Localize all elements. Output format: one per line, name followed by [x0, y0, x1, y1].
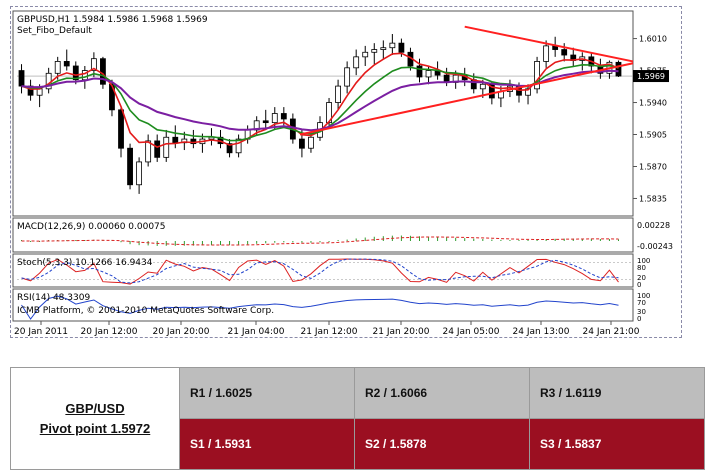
template-label: Set_Fibo_Default — [17, 26, 92, 36]
candle-body — [235, 138, 242, 154]
candle-body — [353, 56, 360, 69]
candle-body — [262, 120, 269, 124]
rsi-line — [21, 295, 619, 320]
current-price-box — [633, 70, 669, 83]
current-price-label: 1.5969 — [637, 72, 665, 81]
price-tick-label: 1.5905 — [639, 131, 667, 140]
candle-body — [172, 136, 179, 144]
candle-body — [479, 83, 486, 90]
candle-body — [380, 47, 387, 50]
candle-body — [54, 61, 61, 74]
pair-label: GBP/USD — [65, 400, 125, 416]
rsi-tick-label: 100 — [637, 292, 650, 300]
chart-frame: 1.60101.59751.59401.59051.58701.58351.59… — [10, 6, 682, 338]
candle-body — [425, 70, 432, 78]
pivot-point-label: Pivot point 1.5972 — [39, 420, 151, 436]
time-tick-label: 20 Jan 2011 — [14, 327, 68, 337]
candle-body — [163, 136, 170, 158]
candle-body — [561, 49, 568, 56]
main-pane — [12, 10, 634, 217]
time-tick-label: 21 Jan 04:00 — [228, 327, 285, 337]
lower-trendline — [299, 62, 634, 136]
moving-averages — [21, 25, 634, 148]
candle-body — [308, 136, 314, 149]
stoch-tick-label: 80 — [637, 264, 646, 272]
candle-body — [398, 42, 405, 53]
price-tick-label: 1.6010 — [639, 35, 667, 44]
candle-body — [371, 49, 378, 53]
time-tick-label: 24 Jan 05:00 — [443, 327, 500, 337]
price-tick-label: 1.5940 — [639, 99, 667, 108]
candle-body — [63, 61, 70, 67]
macd-signal-line — [21, 236, 619, 246]
r3-cell: R3 / 1.6119 — [529, 367, 705, 419]
candle-body — [299, 138, 305, 149]
price-tick-label: 1.5870 — [639, 162, 667, 171]
time-tick-label: 21 Jan 12:00 — [301, 327, 358, 337]
symbol-label: GBPUSD,H1 1.5984 1.5986 1.5968 1.5969 — [17, 15, 208, 25]
candle-body — [118, 109, 124, 149]
stoch-tick-label: 100 — [637, 257, 650, 265]
stoch-label: Stoch(5,3,3) 10.1266 16.9434 — [17, 258, 153, 268]
candle-body — [145, 140, 152, 163]
candle-body — [543, 45, 550, 62]
time-tick-label: 20 Jan 20:00 — [153, 327, 210, 337]
s2-cell: S2 / 1.5878 — [354, 418, 530, 470]
r2-cell: R2 / 1.6066 — [354, 367, 530, 419]
candle-body — [362, 51, 369, 58]
candle-body — [389, 42, 396, 49]
candle-body — [127, 147, 133, 186]
r1-cell: R1 / 1.6025 — [179, 367, 355, 419]
rsi-tick-label: 30 — [637, 308, 646, 316]
rsi-tick-label: 70 — [637, 299, 646, 307]
macd-tick-label: 0.00228 — [637, 221, 670, 230]
stoch-k-line — [21, 258, 619, 285]
s3-cell: S3 / 1.5837 — [529, 418, 705, 470]
stoch-d-line — [21, 258, 619, 284]
price-tick-label: 1.5835 — [639, 194, 667, 203]
candle-body — [615, 61, 622, 77]
time-tick-label: 24 Jan 13:00 — [513, 327, 570, 337]
upper-trendline — [464, 25, 634, 63]
candle-body — [136, 161, 143, 186]
pivot-table: GBP/USD Pivot point 1.5972 R1 / 1.6025 R… — [10, 367, 705, 470]
candle-body — [154, 140, 161, 158]
price-chart: 1.60101.59751.59401.59051.58701.58351.59… — [12, 10, 673, 337]
pivot-title-cell: GBP/USD Pivot point 1.5972 — [10, 367, 180, 470]
rsi-label: RSI(14) 48.3309 — [17, 293, 90, 303]
candle-body — [226, 143, 233, 154]
candle-body — [280, 113, 287, 120]
macd-pane — [12, 217, 634, 253]
macd-tick-label: -0.00243 — [637, 242, 673, 251]
indicator-lines — [21, 235, 619, 320]
candle-body — [344, 67, 351, 87]
time-tick-label: 21 Jan 20:00 — [373, 327, 430, 337]
candle-body — [90, 58, 97, 71]
candle-body — [335, 85, 341, 103]
axis-labels: 1.60101.59751.59401.59051.58701.58351.59… — [14, 35, 673, 337]
rsi-pane — [12, 288, 634, 322]
candle-body — [109, 83, 115, 111]
watermark: ICMB Platform, © 2001-2010 MetaQuotes So… — [17, 306, 274, 316]
candle-body — [534, 61, 540, 90]
time-tick-label: 20 Jan 12:00 — [81, 327, 138, 337]
macd-label: MACD(12,26,9) 0.00060 0.00075 — [17, 222, 166, 232]
stoch-tick-label: 20 — [637, 274, 646, 282]
stoch-tick-label: 0 — [637, 281, 641, 289]
candle-body — [271, 113, 278, 124]
candle-body — [72, 65, 79, 81]
time-tick-label: 24 Jan 21:00 — [583, 327, 640, 337]
candle-body — [416, 65, 423, 78]
rsi-tick-label: 0 — [637, 315, 641, 323]
candle-body — [18, 70, 25, 87]
s1-cell: S1 / 1.5931 — [179, 418, 355, 470]
candle-body — [190, 138, 197, 145]
